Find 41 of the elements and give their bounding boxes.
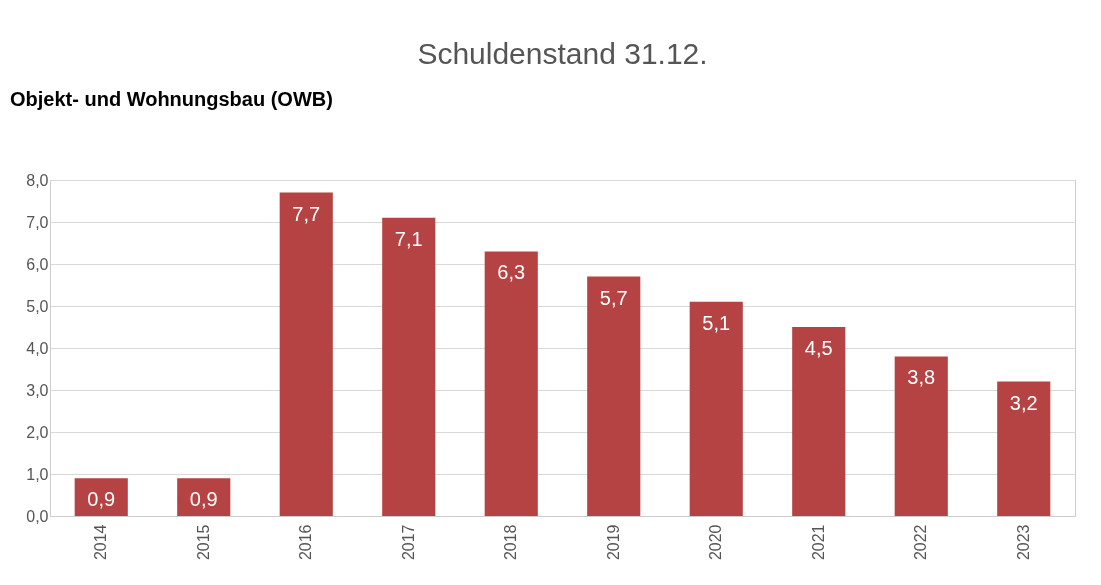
y-tick-label: 2,0 (26, 423, 49, 441)
bar (792, 327, 846, 516)
data-label: 6,3 (497, 261, 526, 284)
bar (484, 251, 538, 516)
bar (997, 381, 1051, 516)
y-tick-label: 7,0 (26, 213, 49, 231)
bar (382, 217, 436, 516)
data-label: 0,9 (87, 488, 116, 511)
data-label: 4,5 (804, 337, 833, 359)
y-tick-label: 0,0 (26, 507, 49, 525)
x-tick-label: 2015 (194, 524, 212, 561)
y-tick-label: 3,0 (26, 381, 49, 399)
y-tick-label: 8,0 (26, 171, 49, 189)
x-tick-label: 2016 (297, 524, 315, 561)
x-tick-label: 2014 (92, 524, 110, 561)
data-label: 5,1 (702, 311, 731, 334)
data-label: 3,8 (907, 366, 936, 389)
bar (74, 478, 128, 516)
y-tick-label: 6,0 (26, 255, 49, 273)
text: Objekt- und Wohnungsbau (OWB) (10, 88, 333, 110)
data-label: 5,7 (599, 286, 628, 309)
data-label: 3,2 (1009, 391, 1038, 414)
y-tick-label: 5,0 (26, 297, 49, 315)
bar (177, 478, 231, 516)
x-tick-label: 2020 (707, 524, 725, 561)
bar (894, 356, 948, 516)
x-tick-label: 2019 (604, 524, 622, 561)
bar (279, 192, 333, 516)
x-tick-label: 2022 (912, 524, 930, 561)
data-label: 0,9 (189, 488, 218, 511)
bar (689, 301, 743, 516)
x-tick-label: 2017 (399, 524, 417, 561)
bar (587, 276, 641, 516)
y-tick-label: 4,0 (26, 339, 49, 357)
x-tick-label: 2018 (502, 524, 520, 561)
y-tick-label: 1,0 (26, 465, 49, 483)
x-tick-label: 2021 (809, 524, 827, 561)
x-tick-label: 2023 (1014, 524, 1032, 561)
chart-title: Schuldenstand 31.12. (417, 37, 708, 70)
data-label: 7,1 (394, 227, 423, 250)
data-label: 7,7 (292, 202, 321, 225)
